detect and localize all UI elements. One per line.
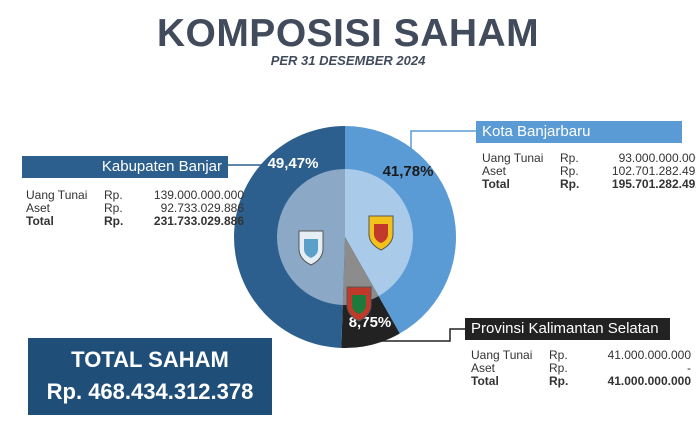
cell-label: Total — [482, 177, 510, 191]
cell-rp: Rp. — [560, 151, 579, 165]
total-saham-box: TOTAL SAHAM Rp. 468.434.312.378 — [28, 338, 272, 415]
cell-value: 92.733.029.886 — [160, 201, 244, 215]
panel-table-banjar: Uang Tunai Rp. 139.000.000.000 Aset Rp. 92.73… — [26, 189, 244, 228]
panel-header-banjarbaru: Kota Banjarbaru — [476, 121, 682, 143]
cell-value: 41.000.000.000 — [607, 374, 691, 388]
table-row: Uang Tunai Rp. 93.000.000.000 — [482, 152, 696, 165]
cell-rp: Rp. — [104, 188, 123, 202]
cell-rp: Rp. — [104, 214, 124, 228]
cell-label: Uang Tunai — [482, 151, 544, 165]
table-row: Total Rp. 195.701.282.492 — [482, 178, 696, 191]
panel-title: Kabupaten Banjar — [101, 158, 222, 175]
cell-label: Aset — [482, 164, 507, 178]
banjar-emblem-icon — [298, 230, 324, 266]
cell-label: Aset — [471, 361, 496, 375]
slice-label: 49,47% — [268, 155, 319, 172]
cell-rp: Rp. — [104, 201, 123, 215]
total-value: Rp. 468.434.312.378 — [46, 379, 254, 404]
cell-rp: Rp. — [549, 361, 568, 375]
table-row: Total Rp. 41.000.000.000 — [471, 375, 691, 388]
cell-label: Aset — [26, 201, 51, 215]
total-label: TOTAL SAHAM — [71, 347, 229, 372]
banjarbaru-emblem-icon — [368, 215, 394, 251]
panel-header-kalsel: Provinsi Kalimantan Selatan — [465, 318, 670, 340]
cell-value: 195.701.282.492 — [611, 177, 696, 191]
table-row: Total Rp. 231.733.029.886 — [26, 215, 244, 228]
cell-rp: Rp. — [549, 374, 569, 388]
cell-value: 102.701.282.492 — [611, 164, 696, 178]
cell-label: Uang Tunai — [26, 188, 88, 202]
cell-label: Total — [26, 214, 54, 228]
panel-table-kalsel: Uang Tunai Rp. 41.000.000.000 Aset Rp. - Total… — [471, 349, 691, 388]
kalsel-emblem-icon — [346, 286, 372, 322]
page-title: KOMPOSISI SAHAM — [156, 12, 540, 55]
page-subtitle: PER 31 DESEMBER 2024 — [270, 53, 426, 68]
cell-value: 231.733.029.886 — [153, 214, 244, 228]
slice-label: 41,78% — [383, 163, 434, 180]
cell-label: Total — [471, 374, 499, 388]
cell-label: Uang Tunai — [471, 348, 533, 362]
cell-rp: Rp. — [560, 177, 580, 191]
cell-rp: Rp. — [560, 164, 579, 178]
panel-title: Kota Banjarbaru — [482, 123, 591, 140]
cell-value: 41.000.000.000 — [607, 348, 691, 362]
cell-rp: Rp. — [549, 348, 568, 362]
table-row: Aset Rp. - — [471, 362, 691, 375]
table-row: Aset Rp. 102.701.282.492 — [482, 165, 696, 178]
panel-header-banjar: Kabupaten Banjar — [22, 156, 228, 178]
table-row: Uang Tunai Rp. 139.000.000.000 — [26, 189, 244, 202]
cell-value: 139.000.000.000 — [153, 188, 244, 202]
panel-table-banjarbaru: Uang Tunai Rp. 93.000.000.000 Aset Rp. 102.70… — [482, 152, 696, 191]
table-row: Uang Tunai Rp. 41.000.000.000 — [471, 349, 691, 362]
cell-value: 93.000.000.000 — [618, 151, 696, 165]
table-row: Aset Rp. 92.733.029.886 — [26, 202, 244, 215]
cell-value: - — [687, 361, 691, 375]
connector-kalsel — [372, 328, 465, 342]
panel-title: Provinsi Kalimantan Selatan — [471, 320, 659, 337]
